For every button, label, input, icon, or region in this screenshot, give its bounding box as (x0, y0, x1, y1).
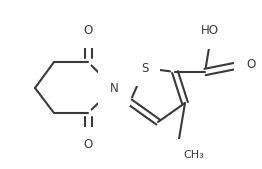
Text: O: O (246, 58, 255, 71)
Text: S: S (141, 62, 149, 75)
Text: CH₃: CH₃ (183, 150, 204, 160)
Text: HO: HO (201, 24, 219, 37)
Text: O: O (83, 23, 93, 37)
Text: O: O (83, 139, 93, 151)
Text: N: N (110, 81, 118, 94)
